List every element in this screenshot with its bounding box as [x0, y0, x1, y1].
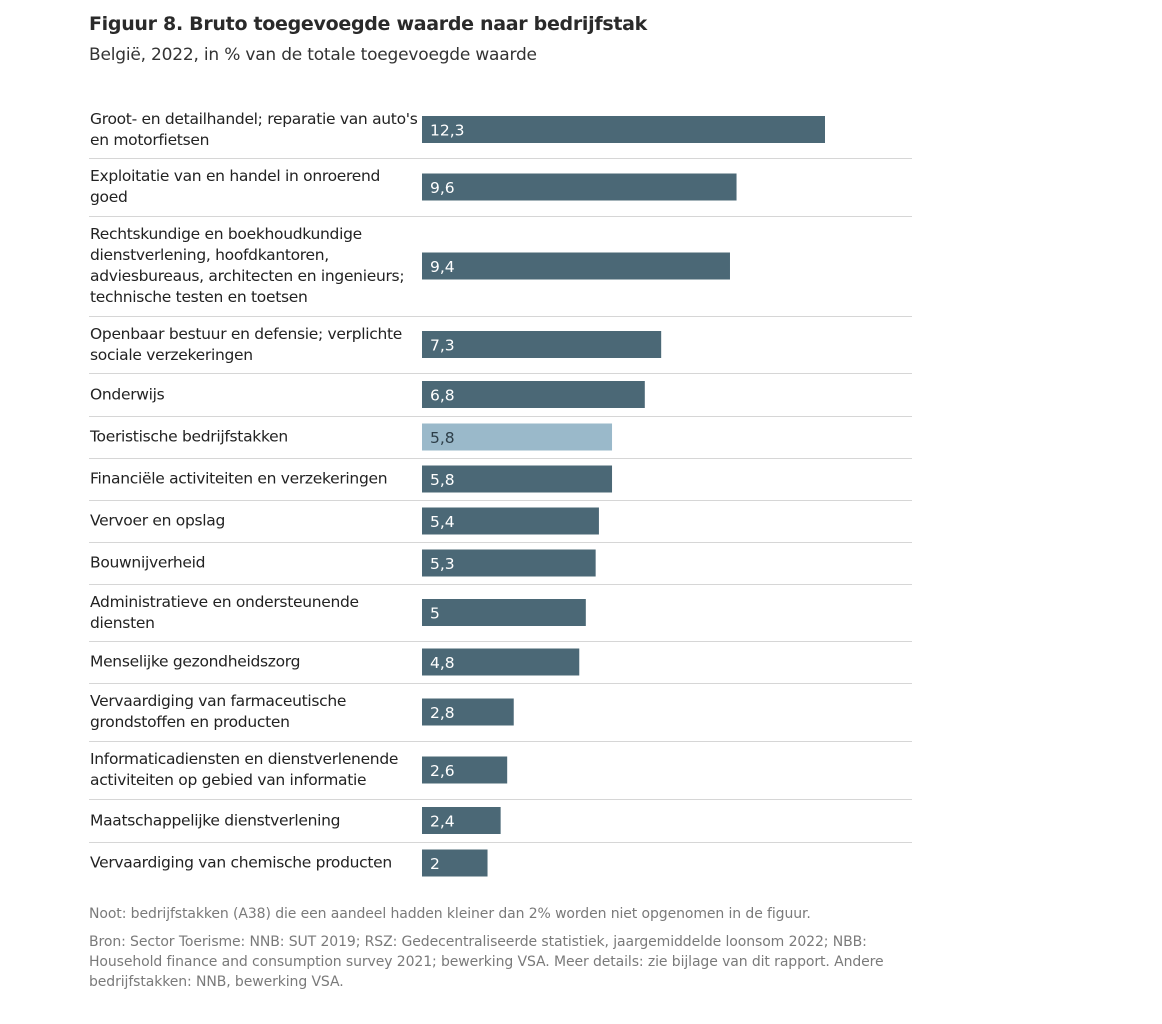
- bar: [422, 381, 645, 408]
- bar: [422, 807, 501, 834]
- note-text: Noot: bedrijfstakken (A38) die een aande…: [89, 906, 811, 922]
- category-label: Vervaardiging van chemische producten: [90, 853, 392, 872]
- category-label: Exploitatie van en handel in onroerend g…: [90, 167, 381, 206]
- bar: [422, 116, 825, 143]
- bar-value-label: 5: [430, 605, 440, 623]
- bar-value-label: 5,8: [430, 429, 455, 447]
- bar: [422, 648, 580, 676]
- bar: [422, 549, 596, 577]
- bar-value-label: 7,3: [430, 337, 455, 355]
- bar-value-label: 2: [430, 855, 440, 873]
- bar-value-label: 2,6: [430, 762, 455, 780]
- bar-value-label: 5,3: [430, 555, 455, 573]
- bar-value-label: 4,8: [430, 654, 455, 672]
- bar: [422, 756, 508, 784]
- bar-value-label: 9,4: [430, 258, 455, 276]
- category-label: Menselijke gezondheidszorg: [90, 652, 301, 671]
- source-text: Bron: Sector Toerisme: NNB: SUT 2019; RS…: [89, 934, 884, 990]
- category-label: Groot- en detailhandel; reparatie van au…: [90, 109, 418, 149]
- category-label: Maatschappelijke dienstverlening: [90, 811, 341, 829]
- chart-notes: Noot: bedrijfstakken (A38) die een aande…: [89, 904, 909, 1000]
- category-label: Onderwijs: [90, 385, 165, 403]
- category-label: Informaticadiensten en dienstverlenende …: [90, 750, 399, 789]
- chart-subtitle: België, 2022, in % van de totale toegevo…: [89, 45, 537, 65]
- bar: [422, 331, 662, 358]
- category-label: Toeristische bedrijfstakken: [90, 427, 288, 446]
- bar: [422, 849, 488, 877]
- bar-value-label: 6,8: [430, 387, 455, 405]
- bar-value-label: 12,3: [430, 122, 465, 140]
- bar: [422, 507, 599, 535]
- category-label: Administratieve en ondersteunende dienst…: [90, 592, 359, 632]
- bar-value-label: 5,8: [430, 471, 455, 489]
- bar: [422, 599, 586, 626]
- category-label: Vervaardiging van farmaceutische grondst…: [90, 692, 347, 731]
- category-label: Bouwnijverheid: [90, 553, 206, 572]
- bar-highlight: [422, 423, 613, 451]
- category-label: Rechtskundige en boekhoudkundige dienstv…: [90, 225, 405, 306]
- bar: [422, 252, 730, 280]
- chart-title: Figuur 8. Bruto toegevoegde waarde naar …: [89, 13, 647, 35]
- bar: [422, 698, 514, 726]
- bar: [422, 465, 613, 493]
- bar-value-label: 5,4: [430, 513, 455, 531]
- bar-value-label: 9,6: [430, 179, 455, 197]
- category-label: Vervoer en opslag: [90, 511, 226, 530]
- bar-value-label: 2,4: [430, 813, 455, 831]
- category-label: Openbaar bestuur en defensie; verplichte…: [90, 324, 403, 364]
- bar: [422, 173, 737, 201]
- category-label: Financiële activiteiten en verzekeringen: [90, 469, 388, 488]
- bar-value-label: 2,8: [430, 704, 455, 722]
